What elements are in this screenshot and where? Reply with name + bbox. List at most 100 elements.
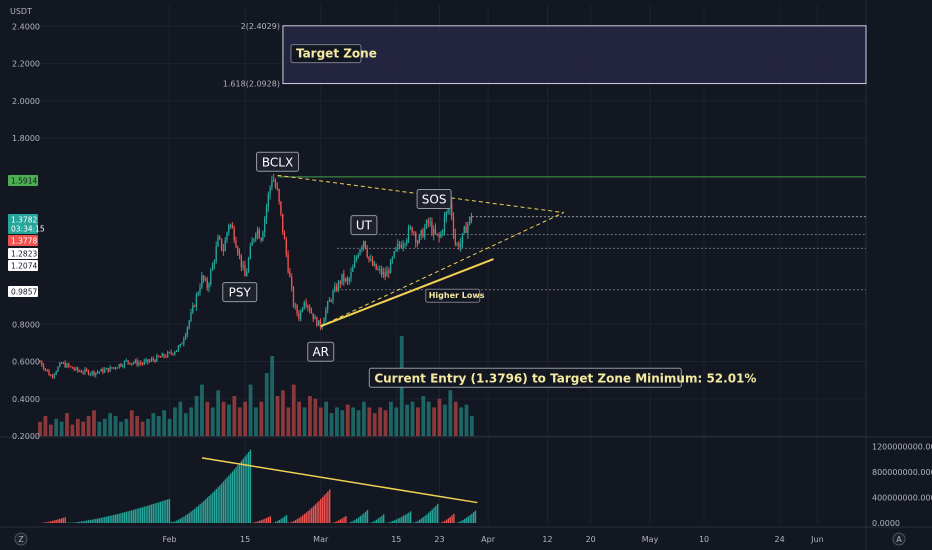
- volume-bar: [421, 396, 426, 436]
- volume-bar: [162, 410, 167, 436]
- annotation-box: [222, 282, 258, 303]
- oscillator-bar: [129, 510, 131, 523]
- oscillator-bar: [460, 520, 462, 523]
- candle-body: [438, 234, 440, 238]
- volume-bar: [183, 413, 188, 436]
- candle-body: [206, 279, 208, 289]
- volume-bar: [324, 401, 329, 436]
- candle-body: [341, 273, 343, 284]
- candle-body: [332, 291, 334, 301]
- candle-body: [168, 352, 171, 354]
- candle-body: [118, 364, 120, 368]
- oscillator-bar: [181, 517, 183, 523]
- annotation-box: [416, 189, 452, 210]
- oscillator-bar: [242, 458, 244, 523]
- candle-body: [330, 299, 332, 301]
- candle-body: [215, 246, 217, 262]
- oscillator-bar: [253, 522, 255, 523]
- oscillator-bar: [379, 517, 381, 523]
- candle-body: [48, 370, 50, 376]
- oscillator-bar: [55, 519, 57, 523]
- oscillator-bar: [228, 475, 230, 523]
- oscillator-bar: [408, 512, 410, 523]
- volume-bar: [286, 407, 291, 436]
- oscillator-bar: [446, 519, 448, 523]
- oscillator-bar: [429, 511, 432, 523]
- candle-body: [64, 362, 66, 368]
- oscillator-bar: [447, 518, 450, 523]
- candle-body: [301, 308, 304, 311]
- price-tag-label: 1.2074: [11, 262, 37, 271]
- candle-body: [190, 312, 192, 321]
- volume-bar: [194, 396, 199, 436]
- oscillator-bar: [192, 510, 194, 523]
- oscillator-bar: [440, 522, 442, 523]
- candle-body: [269, 187, 271, 195]
- candle-body: [287, 254, 289, 272]
- oscillator-bar: [77, 521, 79, 523]
- oscillator-bar: [437, 503, 439, 523]
- candle-body: [148, 360, 151, 362]
- candle-body: [244, 265, 246, 277]
- oscillator-bar: [194, 508, 196, 523]
- candle-body: [416, 242, 419, 244]
- volume-bar: [48, 424, 53, 436]
- candle-body: [210, 270, 212, 284]
- candle-body: [276, 186, 278, 190]
- volume-bar: [281, 390, 285, 436]
- candle-body: [352, 267, 354, 272]
- oscillator-bar: [293, 521, 295, 523]
- candle-body: [440, 232, 442, 238]
- oscillator-bar: [318, 500, 320, 523]
- oscillator-bar: [82, 521, 84, 523]
- oscillator-bar: [269, 516, 271, 523]
- candle-body: [166, 352, 169, 357]
- candle-body: [296, 305, 298, 314]
- oscillator-bar: [356, 518, 358, 523]
- candle-body: [89, 373, 92, 375]
- oscillator-bar: [136, 508, 138, 523]
- candle-body: [308, 307, 311, 311]
- candle-body: [152, 358, 154, 361]
- oscillator-bar: [64, 517, 66, 523]
- entry-note-box: [368, 367, 682, 388]
- candle-body: [195, 294, 198, 307]
- volume-bar: [43, 416, 48, 436]
- oscillator-bar: [289, 522, 291, 523]
- price-tick-label: 0.2000: [12, 432, 40, 441]
- oscillator-bar: [208, 496, 210, 523]
- oscillator-bar: [154, 503, 156, 523]
- oscillator-bar: [287, 522, 290, 523]
- candle-body: [170, 352, 172, 354]
- candle-body: [87, 370, 90, 375]
- oscillator-bar: [221, 483, 223, 523]
- oscillator-bar: [98, 518, 101, 523]
- candle-body: [78, 370, 81, 372]
- oscillator-bar: [323, 495, 325, 523]
- target-zone-upper-label: 2(2.4029): [241, 22, 280, 31]
- candle-body: [247, 258, 250, 272]
- candle-body: [298, 313, 300, 319]
- candle-body: [129, 362, 131, 365]
- oscillator-bar: [107, 516, 110, 523]
- oscillator-bar: [96, 518, 99, 523]
- oscillator-bar: [294, 520, 297, 523]
- candle-body: [319, 320, 322, 328]
- oscillator-bar: [433, 507, 435, 523]
- oscillator-bar: [89, 519, 92, 523]
- volume-bar: [70, 424, 75, 436]
- candle-body: [384, 271, 386, 277]
- candle-body: [386, 270, 388, 277]
- candle-body: [300, 310, 302, 319]
- oscillator-bar: [177, 519, 180, 523]
- oscillator-bar: [75, 522, 77, 523]
- candle-body: [147, 359, 149, 362]
- volume-bar: [65, 413, 69, 436]
- higher-lows-label-box: [425, 288, 481, 303]
- oscillator-bar: [303, 513, 306, 523]
- oscillator-bar: [143, 506, 145, 523]
- candle-body: [86, 369, 88, 371]
- price-tag-label: 1.2823: [11, 250, 37, 259]
- oscillator-bar: [426, 514, 428, 523]
